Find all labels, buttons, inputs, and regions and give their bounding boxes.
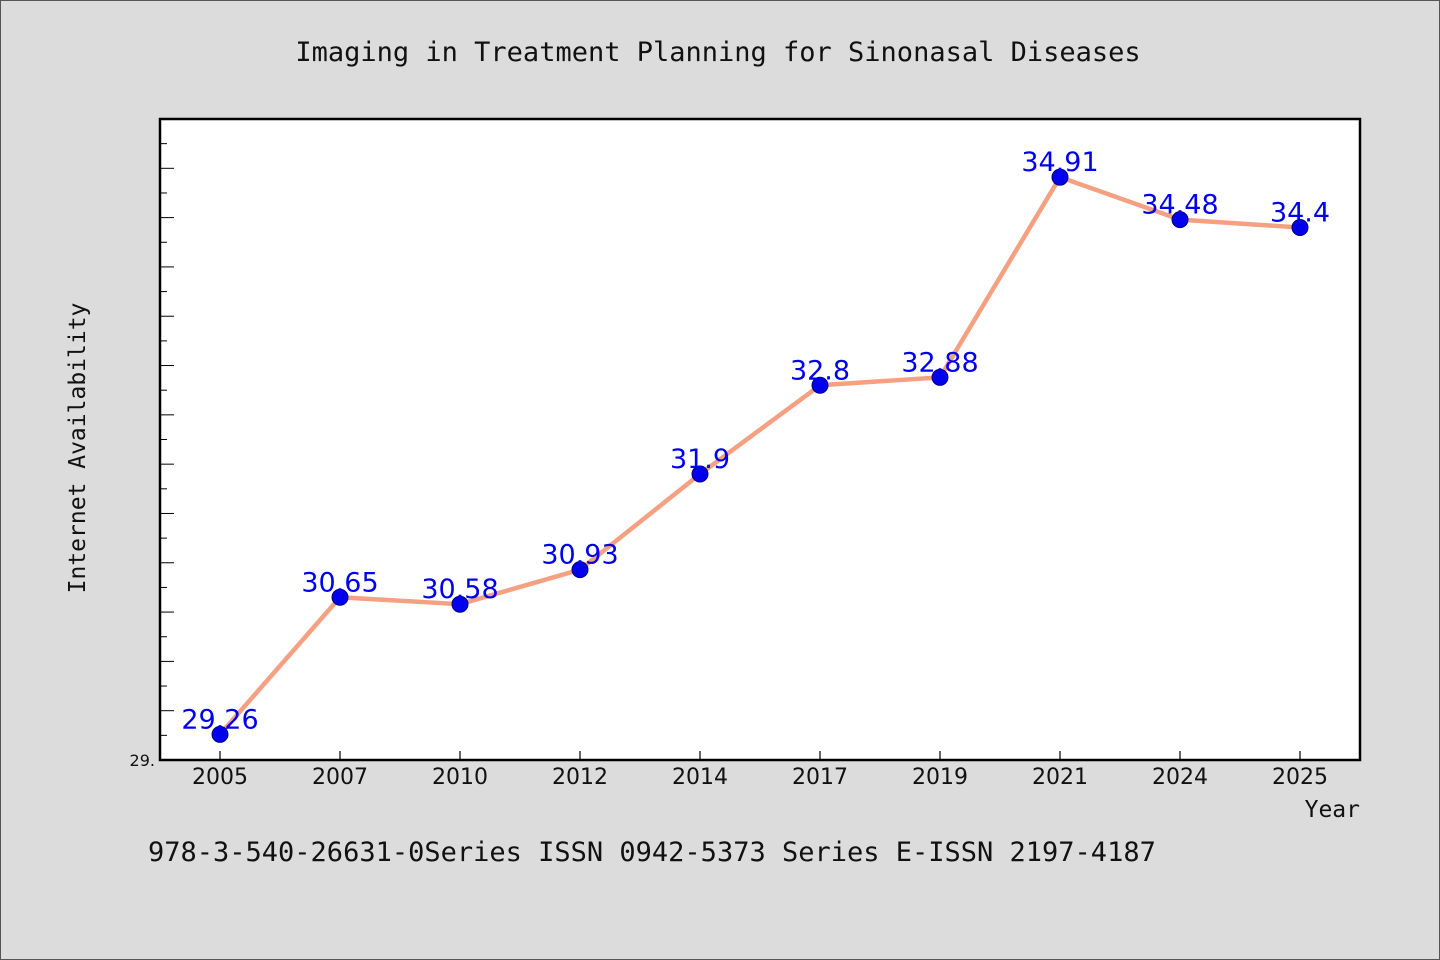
data-label: 29.26 [181,704,258,735]
data-label: 34.91 [1021,147,1098,178]
data-label: 34.4 [1270,197,1330,228]
data-point [1291,218,1309,236]
y-axis-ticks [160,118,174,761]
chart-title: Imaging in Treatment Planning for Sinona… [295,37,1140,68]
y-tick-label: 29. [130,751,155,770]
data-label: 30.93 [541,540,618,571]
data-point [331,588,349,606]
y-axis-label: Internet Availability [65,303,91,594]
data-label: 30.65 [301,567,378,598]
x-axis-tick-labels: 2005 2007 2010 2012 2014 2017 2019 2021 2024 2025 [192,765,1328,790]
data-point [1051,168,1069,186]
data-point [1171,211,1189,229]
series-line-group: 29.26 30.65 30.58 30.93 31.9 32.8 32.88 34.91 34… [181,147,1330,743]
x-tick-label: 2019 [912,765,968,790]
data-label: 32.88 [901,347,978,378]
x-axis-ticks [219,751,1301,760]
x-tick-label: 2012 [552,765,608,790]
x-tick-label: 2014 [672,765,728,790]
x-tick-label: 2024 [1152,765,1208,790]
data-point [811,376,829,394]
data-point [691,465,709,483]
x-tick-label: 2010 [432,765,488,790]
x-tick-label: 2017 [792,765,848,790]
data-label: 34.48 [1141,190,1218,221]
data-point [571,561,589,579]
x-tick-label: 2005 [192,765,248,790]
x-tick-label: 2025 [1272,765,1328,790]
data-label: 31.9 [670,444,730,475]
data-label: 32.8 [790,355,850,386]
x-axis-label: Year [1305,797,1360,823]
data-label: 30.58 [421,574,498,605]
data-point [451,595,469,613]
plot-area [158,117,1362,762]
series-line [217,174,1303,737]
data-point [211,725,229,743]
x-tick-label: 2021 [1032,765,1088,790]
x-tick-label: 2007 [312,765,368,790]
data-point [931,368,949,386]
footer-isbn-text: 978-3-540-26631-0Series ISSN 0942-5373 S… [148,837,1156,868]
